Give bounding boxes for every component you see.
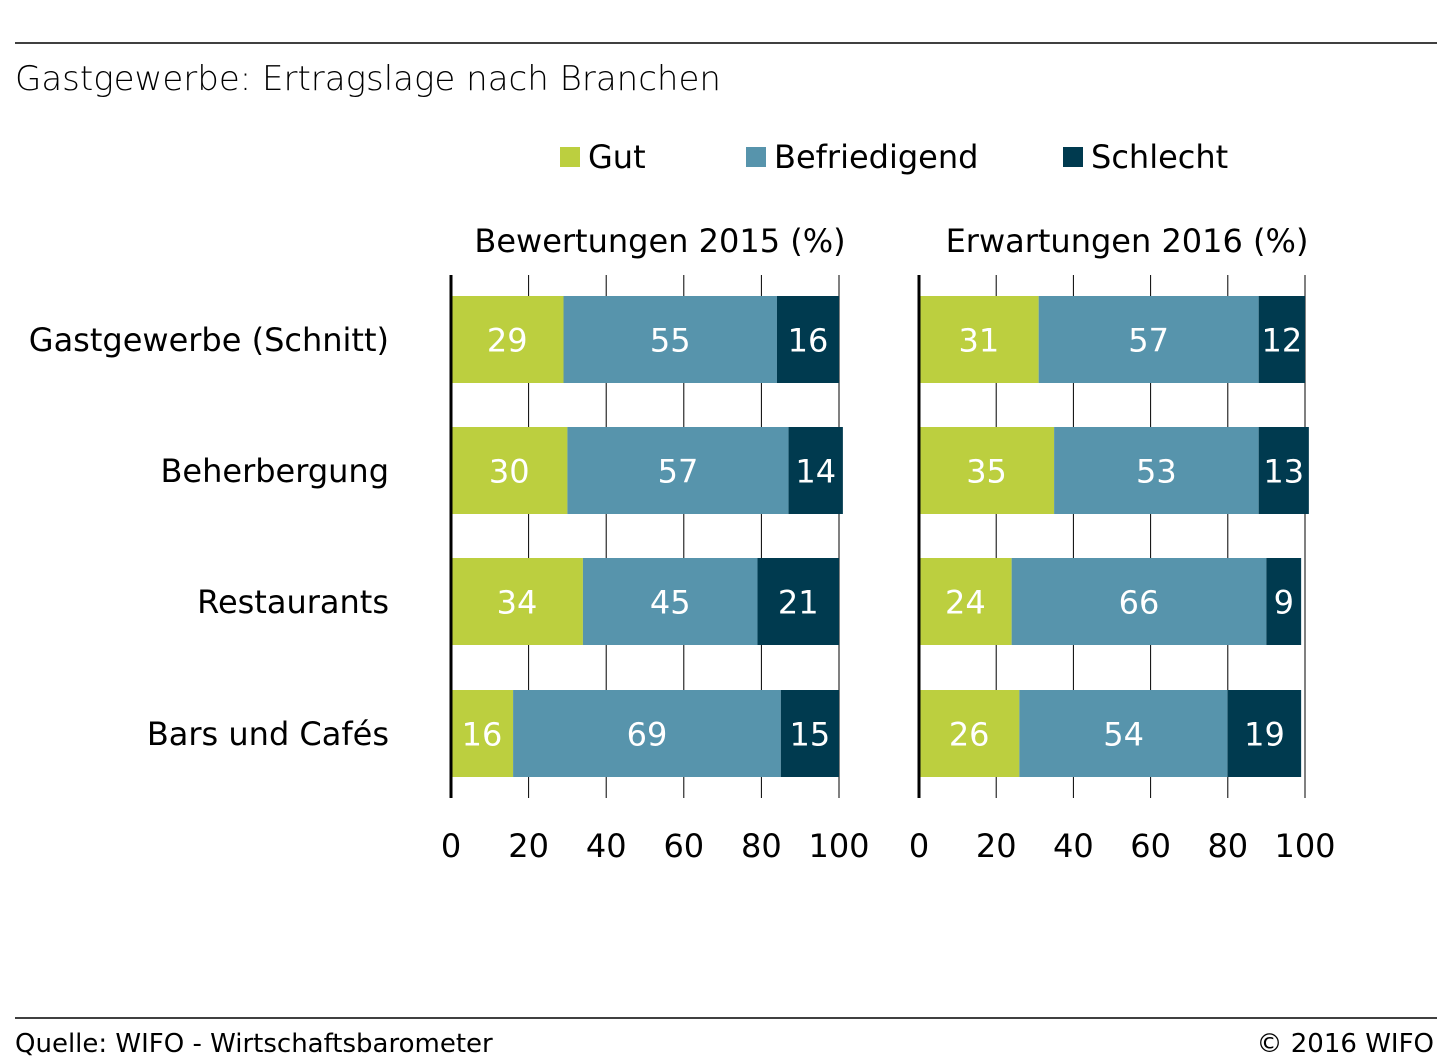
- bar-befriedigend: [1011, 558, 1267, 645]
- category-label: Bars und Cafés: [147, 715, 389, 753]
- bar-schlecht: [757, 558, 839, 645]
- tick-label: 100: [808, 827, 869, 865]
- bar-befriedigend: [563, 296, 777, 383]
- data-label: 29: [487, 322, 528, 360]
- data-label: 53: [1136, 453, 1177, 491]
- category-label: Beherbergung: [160, 452, 389, 490]
- data-label: 15: [790, 716, 831, 754]
- data-label: 12: [1261, 322, 1302, 360]
- legend-swatch-befriedigend: [746, 147, 766, 167]
- panel-1: 31 57 12 35 53 13 24 66 9 26 54 19 0 20 40 60 80 100: [909, 275, 1336, 865]
- data-label: 55: [650, 322, 691, 360]
- data-label: 69: [627, 716, 668, 754]
- bar-befriedigend: [1019, 690, 1228, 777]
- bar-befriedigend: [567, 427, 789, 514]
- data-label: 30: [489, 453, 530, 491]
- tick-label: 0: [441, 827, 461, 865]
- data-label: 14: [795, 453, 836, 491]
- bar-gut: [919, 690, 1020, 777]
- bar-befriedigend: [1038, 296, 1259, 383]
- bar-gut: [919, 296, 1039, 383]
- data-label: 16: [462, 716, 503, 754]
- bar-schlecht: [780, 690, 839, 777]
- bar-schlecht: [1258, 296, 1305, 383]
- copyright-note: © 2016 WIFO: [1257, 1029, 1435, 1059]
- bar-befriedigend: [1054, 427, 1259, 514]
- tick-label: 40: [1053, 827, 1094, 865]
- data-label: 24: [945, 584, 986, 622]
- tick-label: 20: [508, 827, 549, 865]
- legend: Gut Befriedigend Schlecht: [560, 138, 1228, 176]
- panel-title-2016: Erwartungen 2016 (%): [946, 222, 1309, 260]
- bar-schlecht: [1266, 558, 1302, 645]
- data-label: 9: [1274, 584, 1294, 622]
- tick-label: 60: [1130, 827, 1171, 865]
- chart-title: Gastgewerbe: Ertragslage nach Branchen: [15, 59, 721, 99]
- panel-title-2015: Bewertungen 2015 (%): [474, 222, 845, 260]
- legend-label-befriedigend: Befriedigend: [774, 138, 978, 176]
- data-label: 13: [1263, 453, 1304, 491]
- data-label: 16: [788, 322, 829, 360]
- panels: 29 55 16 30 57 14 34 45 21 16 69 15 0 20 40 60 80 100 31 57…: [441, 275, 1336, 865]
- category-label: Restaurants: [197, 583, 389, 621]
- data-label: 45: [650, 584, 691, 622]
- bar-gut: [451, 690, 514, 777]
- panel-0: 29 55 16 30 57 14 34 45 21 16 69 15 0 20 40 60 80 100: [441, 275, 870, 865]
- bar-gut: [451, 427, 568, 514]
- tick-label: 20: [976, 827, 1017, 865]
- bar-befriedigend: [513, 690, 781, 777]
- category-label: Gastgewerbe (Schnitt): [29, 321, 389, 359]
- bar-schlecht: [1227, 690, 1302, 777]
- legend-label-gut: Gut: [588, 138, 646, 176]
- bar-gut: [451, 558, 583, 645]
- data-label: 34: [497, 584, 538, 622]
- tick-label: 80: [1207, 827, 1248, 865]
- tick-label: 40: [586, 827, 627, 865]
- bar-befriedigend: [582, 558, 758, 645]
- legend-swatch-schlecht: [1063, 147, 1083, 167]
- bar-schlecht: [776, 296, 839, 383]
- data-label: 35: [966, 453, 1007, 491]
- data-label: 57: [1128, 322, 1169, 360]
- legend-swatch-gut: [560, 147, 580, 167]
- data-label: 19: [1244, 716, 1285, 754]
- bar-schlecht: [1258, 427, 1309, 514]
- bar-gut: [919, 558, 1012, 645]
- bar-schlecht: [788, 427, 843, 514]
- data-label: 26: [949, 716, 990, 754]
- data-label: 66: [1119, 584, 1160, 622]
- tick-label: 0: [909, 827, 929, 865]
- bar-gut: [451, 296, 564, 383]
- data-label: 21: [778, 584, 819, 622]
- tick-label: 60: [663, 827, 704, 865]
- data-label: 54: [1103, 716, 1144, 754]
- tick-label: 80: [741, 827, 782, 865]
- legend-label-schlecht: Schlecht: [1091, 138, 1228, 176]
- bar-gut: [919, 427, 1055, 514]
- data-label: 57: [658, 453, 699, 491]
- source-note: Quelle: WIFO - Wirtschaftsbarometer: [15, 1029, 493, 1059]
- data-label: 31: [958, 322, 999, 360]
- tick-label: 100: [1274, 827, 1335, 865]
